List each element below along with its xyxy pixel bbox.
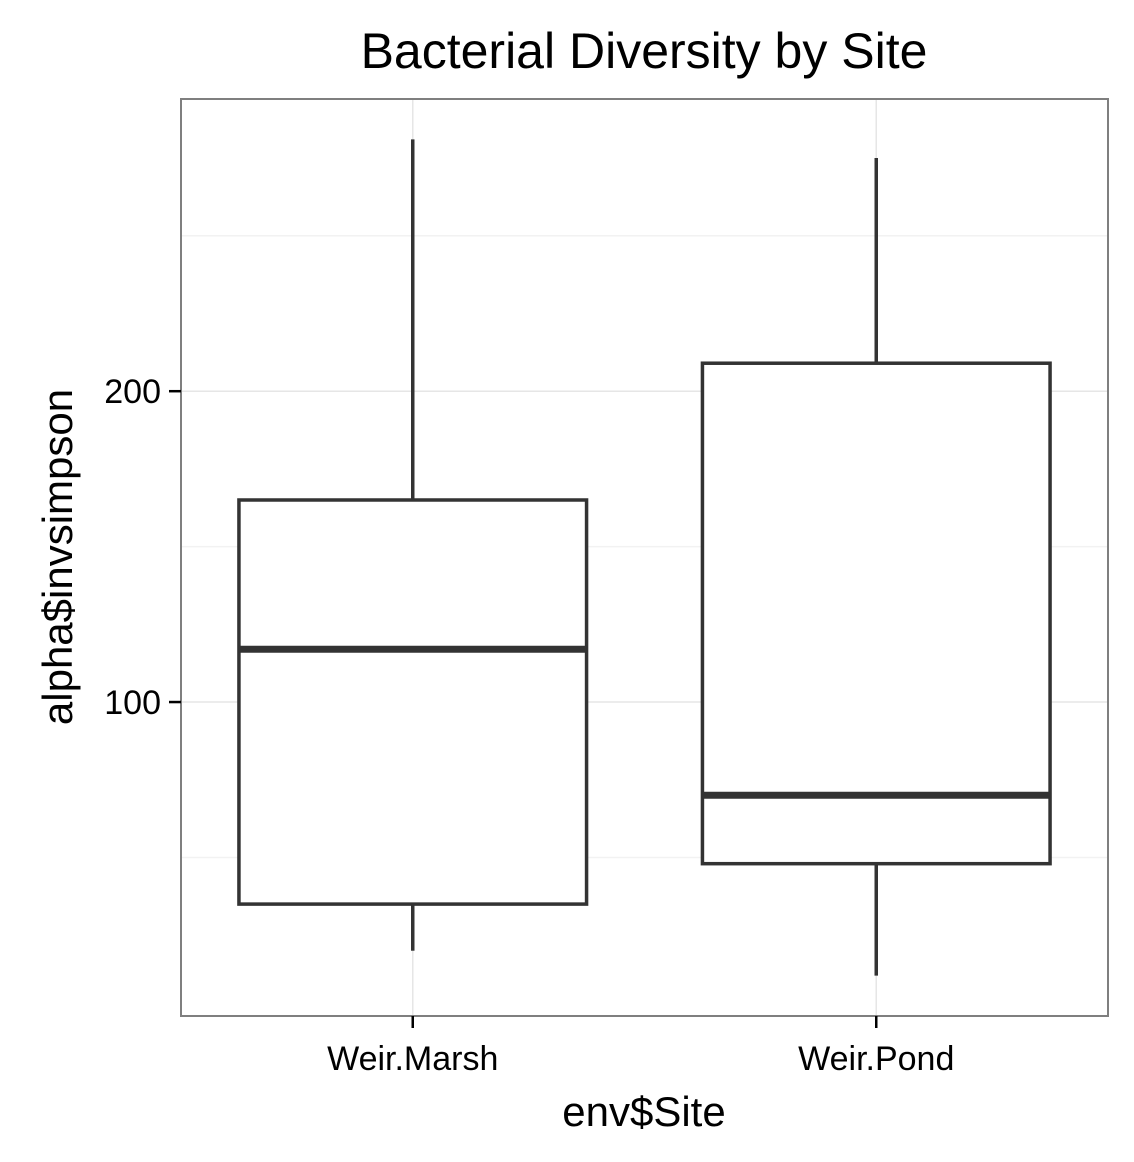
plot-border <box>180 98 1109 1017</box>
boxes <box>237 139 1052 976</box>
y-tick-label: 200 <box>104 373 161 411</box>
y-axis-title: alpha$invsimpson <box>34 389 81 725</box>
box-iqr <box>700 361 1052 866</box>
chart-title: Bacterial Diversity by Site <box>361 23 928 79</box>
axes: 100 200 Weir.Marsh Weir.Pond <box>104 373 954 1078</box>
box-iqr <box>237 498 589 906</box>
x-tick-label: Weir.Marsh <box>327 1040 498 1078</box>
x-tick-label: Weir.Pond <box>798 1040 954 1078</box>
y-tick-label: 100 <box>104 684 161 722</box>
x-axis-title: env$Site <box>562 1088 725 1135</box>
